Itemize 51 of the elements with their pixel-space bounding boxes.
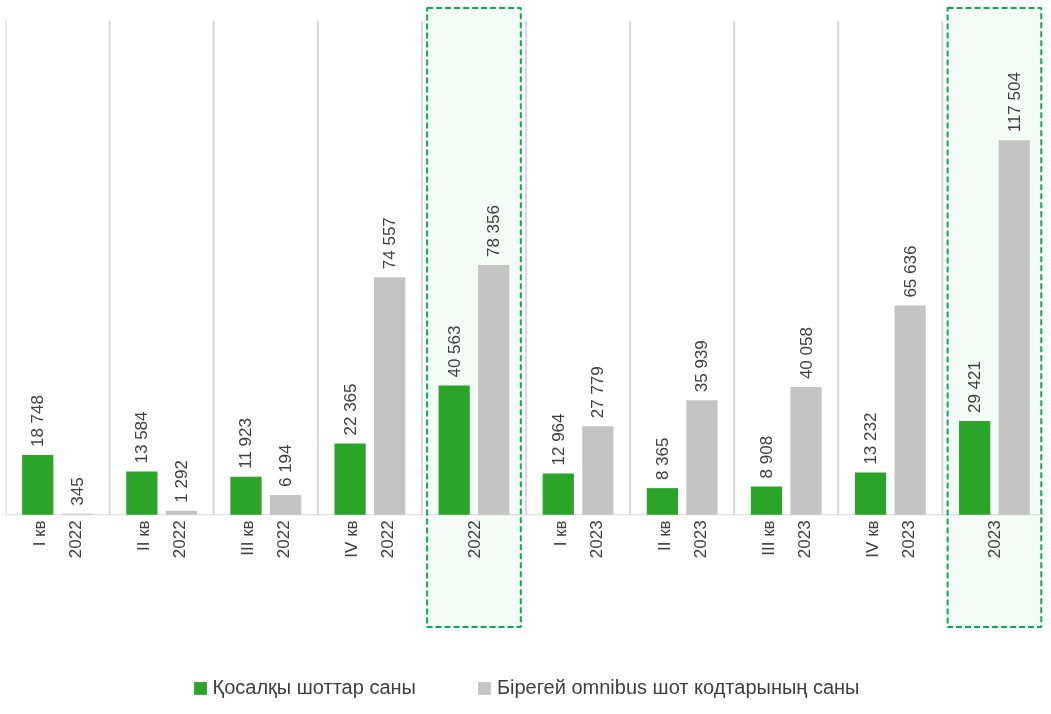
bar (165, 510, 198, 515)
bar (582, 426, 614, 515)
bar (646, 488, 678, 515)
bar (750, 486, 783, 515)
x-tick-label: III кв 2022 (238, 520, 294, 559)
bar (790, 387, 822, 515)
data-label: 78 356 (484, 205, 504, 258)
legend-label: Қосалқы шоттар саны (212, 676, 416, 699)
data-label: 40 563 (444, 325, 464, 378)
x-tick-label: II кв 2022 (134, 520, 190, 559)
data-label: 6 194 (276, 444, 296, 488)
data-label: 13 232 (861, 412, 881, 465)
bar (686, 400, 718, 515)
bar (230, 476, 262, 515)
x-tick-label: 2022 (464, 520, 484, 559)
x-tick-label: II кв 2023 (654, 520, 710, 559)
bar (334, 443, 366, 515)
data-label: 18 748 (28, 395, 48, 448)
data-label: 65 636 (900, 245, 920, 298)
x-tick-label: I кв 2022 (30, 520, 86, 559)
bar (438, 385, 470, 515)
data-label: 22 365 (340, 383, 360, 436)
bar (126, 471, 158, 515)
bar (22, 455, 54, 515)
bar (998, 140, 1030, 515)
data-label: 8 908 (756, 435, 776, 479)
data-label: 117 504 (1004, 72, 1024, 133)
bar (374, 277, 406, 515)
data-label: 345 (68, 477, 88, 506)
bar (894, 305, 926, 515)
bar (854, 472, 887, 515)
data-label: 8 365 (652, 437, 672, 481)
data-label: 40 058 (796, 327, 816, 380)
x-tick-label: I кв 2023 (550, 520, 606, 559)
legend-label: Бірегей omnibus шот кодтарының саны (496, 676, 860, 699)
bar (542, 473, 574, 515)
data-label: 29 421 (965, 361, 985, 414)
data-label: 11 923 (236, 418, 256, 469)
bar (478, 265, 510, 515)
bar (269, 495, 302, 515)
x-tick-label: III кв 2023 (758, 520, 814, 559)
x-tick-label: IV кв 2023 (862, 520, 918, 559)
bar (959, 421, 991, 515)
data-label: 1 292 (171, 460, 191, 503)
x-tick-label: 2023 (985, 520, 1005, 559)
x-tick-label: IV кв 2022 (342, 520, 398, 559)
data-label: 13 584 (132, 411, 152, 464)
data-label: 27 779 (588, 366, 608, 419)
data-label: 12 964 (548, 413, 568, 466)
data-label: 74 557 (380, 217, 400, 270)
data-label: 35 939 (692, 340, 712, 393)
